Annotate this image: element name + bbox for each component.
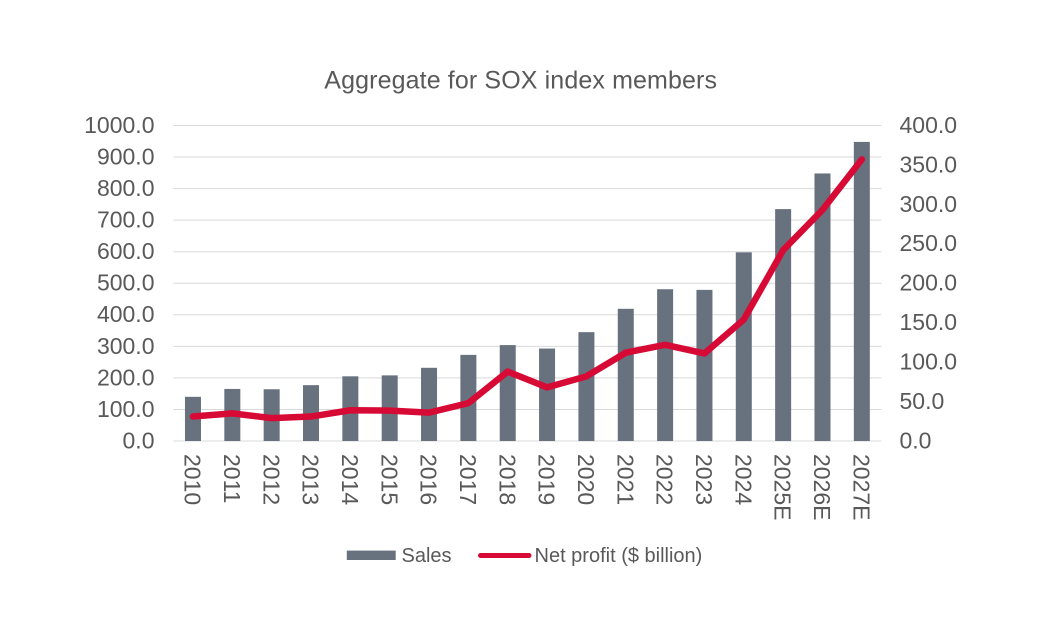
svg-text:2011: 2011 [219, 454, 245, 503]
svg-text:0.0: 0.0 [900, 427, 932, 453]
svg-text:800.0: 800.0 [97, 175, 155, 201]
svg-text:Sales: Sales [402, 545, 452, 567]
svg-text:100.0: 100.0 [97, 396, 155, 422]
svg-text:1000.0: 1000.0 [84, 112, 154, 138]
svg-text:2023: 2023 [691, 454, 717, 505]
svg-text:150.0: 150.0 [900, 309, 958, 335]
svg-text:2016: 2016 [416, 454, 442, 505]
svg-text:2014: 2014 [337, 454, 363, 505]
svg-text:2019: 2019 [534, 454, 560, 505]
svg-text:700.0: 700.0 [97, 207, 155, 233]
svg-text:2025E: 2025E [770, 454, 796, 521]
svg-text:50.0: 50.0 [900, 388, 945, 414]
svg-text:2012: 2012 [258, 454, 284, 505]
svg-text:2018: 2018 [494, 454, 520, 505]
svg-text:2024: 2024 [730, 454, 756, 505]
svg-text:0.0: 0.0 [123, 427, 155, 453]
svg-text:2015: 2015 [376, 454, 402, 505]
svg-text:300.0: 300.0 [900, 191, 958, 217]
svg-text:2010: 2010 [180, 454, 206, 505]
svg-text:Aggregate for SOX index member: Aggregate for SOX index members [324, 67, 717, 95]
svg-text:2027E: 2027E [848, 454, 874, 521]
svg-text:2020: 2020 [573, 454, 599, 505]
svg-text:400.0: 400.0 [900, 112, 958, 138]
svg-text:2017: 2017 [455, 454, 481, 505]
svg-text:200.0: 200.0 [900, 270, 958, 296]
svg-text:2021: 2021 [612, 454, 638, 505]
svg-text:200.0: 200.0 [97, 364, 155, 390]
svg-text:600.0: 600.0 [97, 238, 155, 264]
svg-text:350.0: 350.0 [900, 151, 958, 177]
svg-text:500.0: 500.0 [97, 270, 155, 296]
svg-text:100.0: 100.0 [900, 349, 958, 375]
svg-text:2013: 2013 [298, 454, 324, 505]
svg-text:2022: 2022 [652, 454, 678, 505]
svg-text:300.0: 300.0 [97, 333, 155, 359]
svg-text:Net profit ($ billion): Net profit ($ billion) [535, 545, 703, 567]
svg-text:2026E: 2026E [809, 454, 835, 521]
svg-text:400.0: 400.0 [97, 301, 155, 327]
svg-text:250.0: 250.0 [900, 230, 958, 256]
svg-text:900.0: 900.0 [97, 143, 155, 169]
